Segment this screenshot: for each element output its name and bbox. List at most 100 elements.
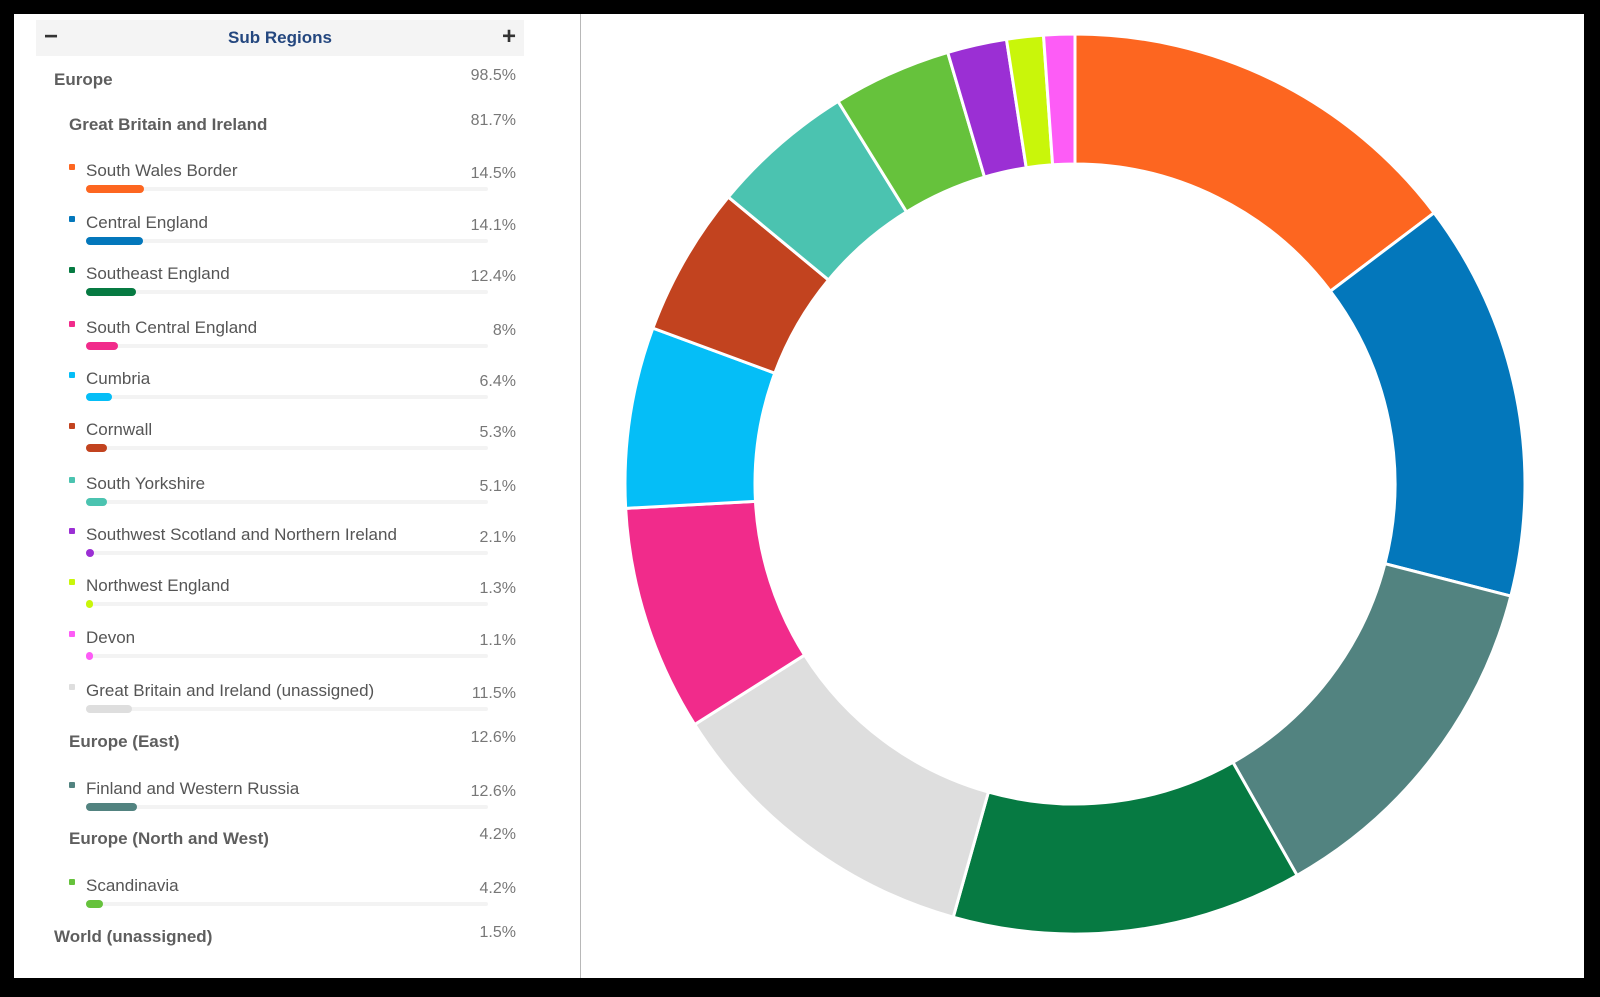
collapse-minus-icon[interactable]: − [44,23,59,50]
sub-regions-panel: − Sub Regions + Europe 98.5% Great Britain… [14,14,581,978]
region-percentage: 1.5% [479,924,516,941]
region-group-row[interactable]: Europe (North and West) 4.2% [14,826,580,873]
donut-slice-southeast-england[interactable] [951,760,1300,936]
legend-swatch [69,321,75,327]
region-label: Great Britain and Ireland [69,115,268,134]
region-row[interactable]: Finland and Western Russia 12.6% [14,779,580,823]
panel-header: − Sub Regions + [36,20,524,56]
region-group-row[interactable]: Europe (East) 12.6% [14,729,580,776]
region-group-row[interactable]: Great Britain and Ireland 81.7% [14,112,580,159]
region-percentage: 12.4% [470,268,516,285]
percentage-bar-fill [86,600,93,608]
donut-chart [623,32,1527,936]
region-percentage: 2.1% [479,529,516,546]
region-label: Europe (East) [69,732,180,751]
percentage-bar-track [86,652,488,660]
legend-swatch [69,216,75,222]
region-label: Scandinavia [86,876,179,895]
percentage-bar-track [86,900,488,908]
region-label: Central England [86,213,208,232]
region-list: Europe 98.5% Great Britain and Ireland 81.7… [14,14,580,978]
region-label: Cornwall [86,420,153,439]
legend-swatch [69,372,75,378]
region-label: Great Britain and Ireland (unassigned) [86,681,375,700]
region-percentage: 4.2% [479,880,516,897]
expand-plus-icon[interactable]: + [501,23,516,50]
percentage-bar-fill [86,498,107,506]
region-percentage: 12.6% [470,783,516,800]
region-label: Europe [54,70,113,89]
region-percentage: 98.5% [470,67,516,84]
region-label: Cumbria [86,369,151,388]
region-label: Europe (North and West) [69,829,269,848]
legend-swatch [69,579,75,585]
region-percentage: 6.4% [479,373,516,390]
legend-swatch [69,267,75,273]
region-label: Finland and Western Russia [86,779,300,798]
percentage-bar-track [86,444,488,452]
region-group-row[interactable]: World (unassigned) 1.5% [14,924,580,971]
region-row[interactable]: Cornwall 5.3% [14,420,580,464]
percentage-bar-track [86,600,488,608]
region-percentage: 14.5% [470,165,516,182]
percentage-bar-track [86,549,488,557]
region-label: South Yorkshire [86,474,206,493]
region-row[interactable]: Northwest England 1.3% [14,576,580,620]
region-percentage: 5.3% [479,424,516,441]
region-percentage: 1.1% [479,632,516,649]
region-label: South Wales Border [86,161,238,180]
legend-swatch [69,528,75,534]
donut-slice-central-england[interactable] [1328,210,1527,598]
percentage-bar-fill [86,237,143,245]
region-row[interactable]: Southwest Scotland and Northern Ireland 2… [14,525,580,569]
percentage-bar-fill [86,900,103,908]
panel-title: Sub Regions [228,28,332,47]
region-percentage: 81.7% [470,112,516,129]
region-row[interactable]: Cumbria 6.4% [14,369,580,413]
percentage-bar-track [86,185,488,193]
legend-swatch [69,164,75,170]
region-group-row[interactable]: Europe 98.5% [14,67,580,114]
donut-slice-finland-and-western-russia[interactable] [1230,561,1513,878]
region-row[interactable]: Southeast England 12.4% [14,264,580,308]
region-label: Devon [86,628,136,647]
legend-swatch [69,684,75,690]
percentage-bar-fill [86,342,119,350]
percentage-bar-track [86,342,488,350]
percentage-bar-track [86,803,488,811]
region-row[interactable]: South Yorkshire 5.1% [14,474,580,518]
legend-swatch [69,631,75,637]
percentage-bar-track [86,288,488,296]
region-percentage: 8% [492,322,516,339]
legend-swatch [69,782,75,788]
region-row[interactable]: South Central England 8% [14,318,580,362]
percentage-bar-fill [86,549,95,557]
legend-swatch [69,477,75,483]
percentage-bar-track [86,705,488,713]
percentage-bar-fill [86,185,145,193]
percentage-bar-track [86,498,488,506]
legend-swatch [69,879,75,885]
percentage-bar-fill [86,652,93,660]
donut-slice-devon[interactable] [1041,32,1077,167]
region-percentage: 5.1% [479,478,516,495]
region-row[interactable]: Central England 14.1% [14,213,580,257]
region-label: Southwest Scotland and Northern Ireland [86,525,397,544]
region-label: World (unassigned) [54,927,213,946]
percentage-bar-fill [86,288,136,296]
region-percentage: 1.3% [479,580,516,597]
region-row[interactable]: Great Britain and Ireland (unassigned) 11… [14,681,580,725]
region-label: Northwest England [86,576,230,595]
percentage-bar-fill [86,803,137,811]
region-percentage: 14.1% [470,217,516,234]
percentage-bar-fill [86,444,108,452]
region-percentage: 4.2% [479,826,516,843]
percentage-bar-track [86,393,488,401]
region-row[interactable]: Devon 1.1% [14,628,580,672]
region-percentage: 12.6% [470,729,516,746]
percentage-bar-fill [86,393,112,401]
region-label: Southeast England [86,264,230,283]
region-row[interactable]: Scandinavia 4.2% [14,876,580,920]
region-row[interactable]: South Wales Border 14.5% [14,161,580,205]
percentage-bar-track [86,237,488,245]
